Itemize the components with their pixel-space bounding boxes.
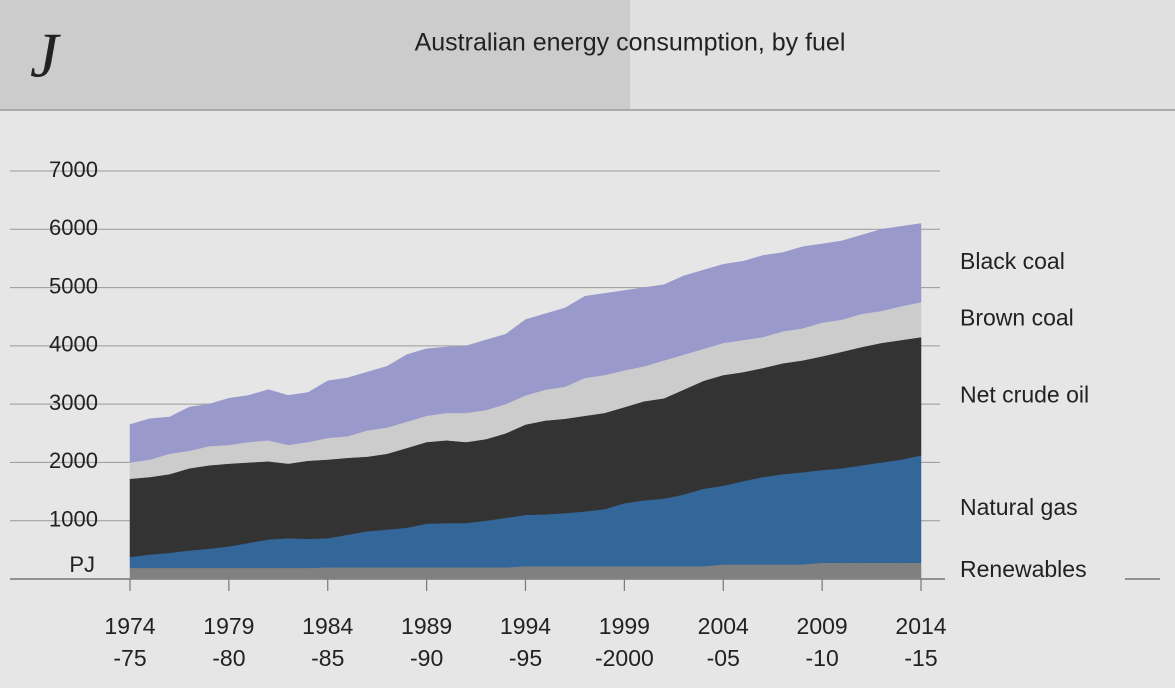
y-tick-label: 6000 [49, 215, 98, 240]
x-tick-label: -95 [509, 645, 542, 671]
y-tick-label: 1000 [49, 507, 98, 532]
y-tick-label: 5000 [49, 273, 98, 298]
x-tick-label: -80 [212, 645, 245, 671]
x-tick-label: -15 [904, 645, 937, 671]
logo: J [30, 20, 61, 91]
y-tick-label: 2000 [49, 448, 98, 473]
x-tick-label: 1979 [203, 613, 254, 639]
x-tick-label: -75 [113, 645, 146, 671]
x-tick-label: 2014 [895, 613, 946, 639]
series-label: Brown coal [960, 305, 1074, 331]
y-tick-label: PJ [69, 552, 95, 577]
series-label: Renewables [960, 556, 1087, 582]
series-label: Black coal [960, 248, 1065, 274]
x-tick-label: -10 [806, 645, 839, 671]
x-tick-label: 2004 [698, 613, 749, 639]
header-band-light [630, 0, 1175, 110]
labels: PJ 1000 2000 3000 4000 5000 6000 7000 Renewables… [49, 157, 1089, 671]
x-tick-label: 1989 [401, 613, 452, 639]
y-tick-label: 4000 [49, 332, 98, 357]
series-label: Natural gas [960, 494, 1078, 520]
x-tick-label: 2009 [797, 613, 848, 639]
x-tick-label: -2000 [595, 645, 654, 671]
header-band [0, 0, 630, 110]
x-tick-label: -85 [311, 645, 344, 671]
x-tick-label: 1994 [500, 613, 551, 639]
x-tick-label: 1999 [599, 613, 650, 639]
x-tick-label: -05 [707, 645, 740, 671]
x-tick-label: 1984 [302, 613, 353, 639]
x-tick-label: 1974 [104, 613, 155, 639]
area [129, 223, 922, 463]
areas [129, 223, 922, 580]
y-tick-label: 7000 [49, 157, 98, 182]
series-label: Net crude oil [960, 381, 1089, 407]
x-tick-label: -90 [410, 645, 443, 671]
chart-title: Australian energy consumption, by fuel [415, 29, 846, 57]
y-tick-label: 3000 [49, 390, 98, 415]
